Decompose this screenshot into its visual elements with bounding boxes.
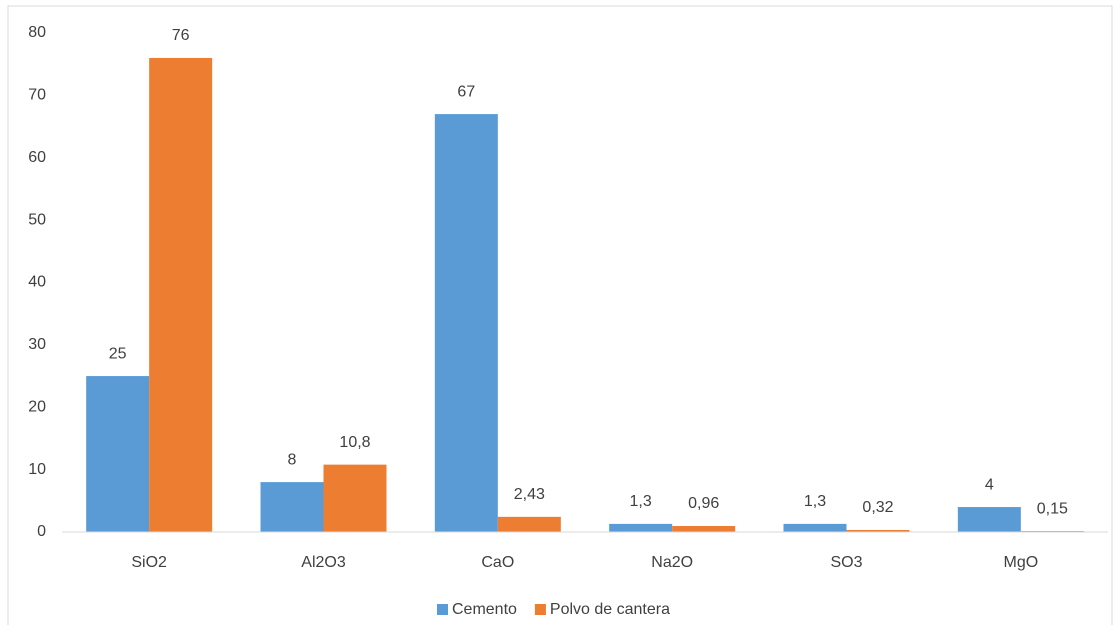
- bar: [846, 530, 910, 532]
- bar: [672, 526, 736, 532]
- legend-marker: [534, 604, 546, 615]
- value-label: 76: [172, 27, 190, 44]
- bar: [260, 482, 324, 532]
- legend-label: Cemento: [452, 601, 517, 618]
- bar: [434, 114, 498, 533]
- x-tick-label: Na2O: [651, 554, 693, 571]
- y-tick-label: 0: [37, 523, 46, 540]
- value-label: 1,3: [804, 493, 826, 510]
- value-label: 0,96: [688, 495, 719, 512]
- legend-label: Polvo de cantera: [550, 601, 670, 618]
- y-tick-label: 60: [28, 149, 46, 166]
- bar: [86, 376, 150, 532]
- value-label: 8: [288, 451, 297, 468]
- value-label: 4: [985, 476, 994, 493]
- value-label: 67: [457, 83, 475, 100]
- legend-marker: [437, 604, 448, 615]
- x-tick-label: SO3: [830, 554, 862, 571]
- bar: [957, 507, 1021, 532]
- x-tick-label: CaO: [481, 554, 514, 571]
- y-tick-label: 50: [28, 211, 46, 228]
- bar: [149, 57, 213, 532]
- bar: [609, 523, 673, 532]
- y-tick-label: 20: [28, 398, 46, 415]
- value-label: 0,32: [862, 499, 893, 516]
- bar: [323, 464, 387, 532]
- value-label: 1,3: [630, 493, 652, 510]
- y-tick-label: 10: [28, 461, 46, 478]
- y-tick-label: 70: [28, 87, 46, 104]
- value-label: 2,43: [514, 486, 545, 503]
- x-tick-label: Al2O3: [301, 554, 346, 571]
- y-tick-label: 40: [28, 274, 46, 291]
- chart-border: [7, 5, 1113, 630]
- bar: [783, 523, 847, 532]
- x-tick-label: MgO: [1003, 554, 1038, 571]
- y-tick-label: 80: [28, 24, 46, 41]
- value-label: 0,15: [1037, 500, 1068, 517]
- value-label: 10,8: [339, 434, 370, 451]
- bar: [497, 516, 561, 532]
- y-tick-label: 30: [28, 336, 46, 353]
- x-tick-label: SiO2: [131, 554, 167, 571]
- value-label: 25: [109, 345, 127, 362]
